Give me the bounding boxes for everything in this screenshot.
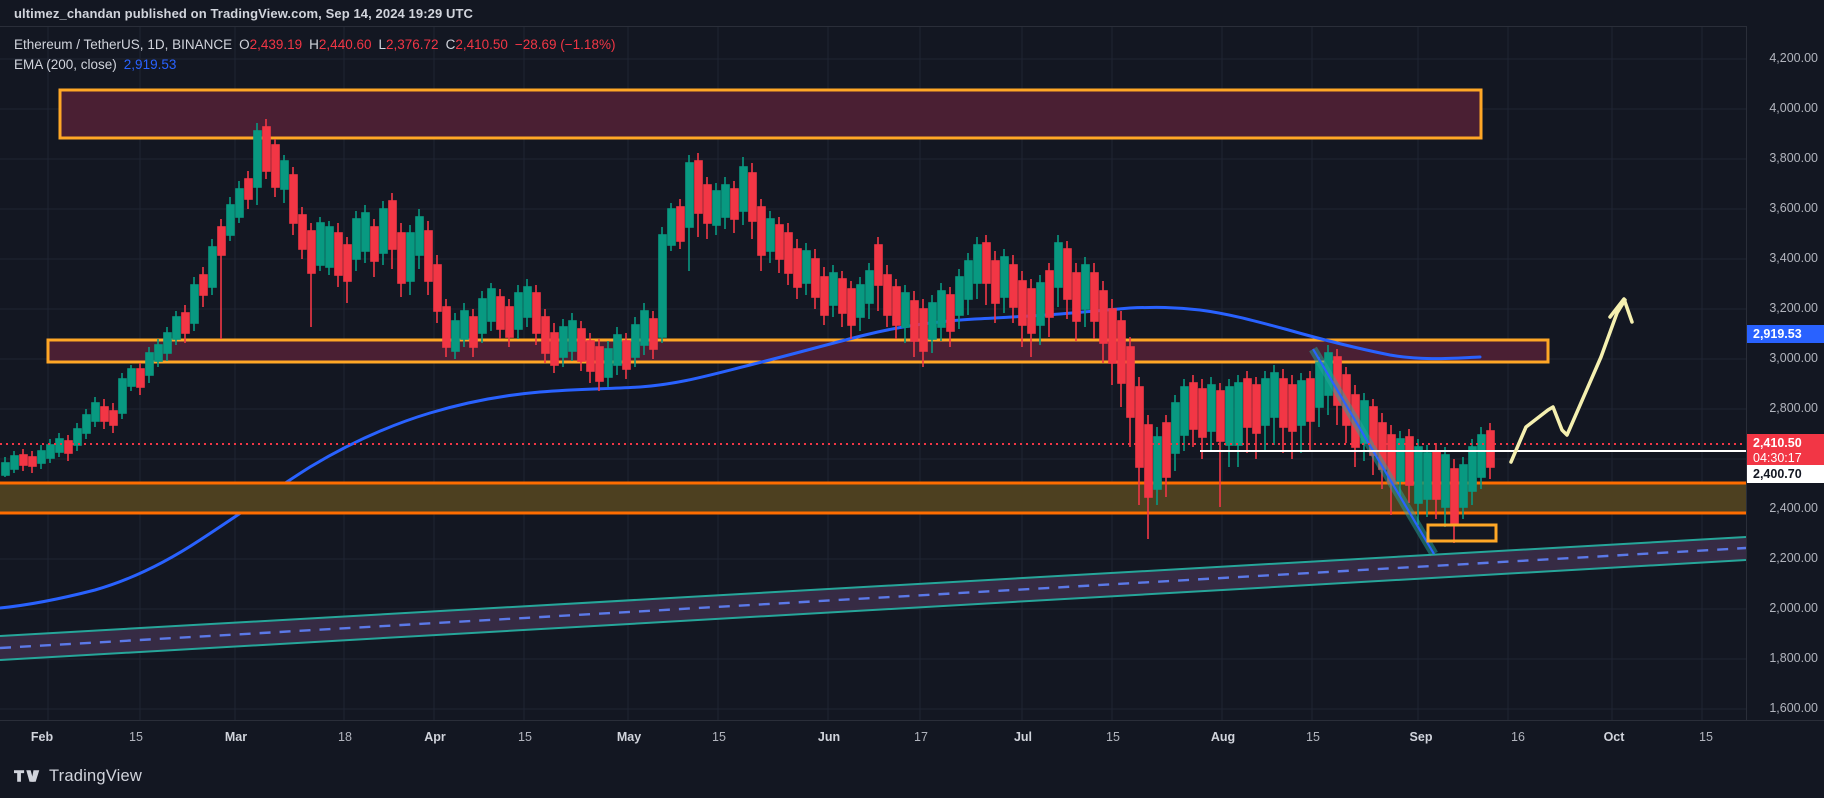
tradingview-logo-icon	[14, 770, 40, 782]
time-tick: Jun	[817, 730, 841, 744]
annotation-bullish-projection[interactable]	[1509, 297, 1634, 464]
price-tick: 3,200.00	[1769, 301, 1818, 315]
chart-plot-area[interactable]: Ethereum / TetherUS, 1D, BINANCE O2,439.…	[0, 27, 1746, 720]
time-tick: 15	[518, 730, 532, 744]
time-tick: 15	[712, 730, 726, 744]
time-tick: 18	[338, 730, 352, 744]
time-tick: 15	[1306, 730, 1320, 744]
price-axis[interactable]: 4,200.00 4,000.00 3,800.00 3,600.00 3,40…	[1746, 26, 1824, 720]
time-tick: Feb	[30, 730, 54, 744]
price-tick: 3,600.00	[1769, 201, 1818, 215]
price-tick: 3,800.00	[1769, 151, 1818, 165]
publish-attribution-bar: ultimez_chandan published on TradingView…	[0, 0, 1824, 26]
chart-pane[interactable]: Ethereum / TetherUS, 1D, BINANCE O2,439.…	[0, 26, 1824, 720]
annotation-rising-channel[interactable]	[0, 536, 1746, 661]
time-tick: 15	[129, 730, 143, 744]
last-price-badge[interactable]: 2,410.50	[1747, 434, 1824, 452]
time-tick: Aug	[1210, 730, 1236, 744]
publish-text: ultimez_chandan published on TradingView…	[14, 5, 474, 21]
price-tick: 1,800.00	[1769, 651, 1818, 665]
time-tick: 16	[1511, 730, 1525, 744]
annotation-accumulation-box[interactable]	[1426, 523, 1498, 543]
price-tick: 4,000.00	[1769, 101, 1818, 115]
bid-price-badge[interactable]: 2,400.70	[1747, 465, 1824, 483]
time-tick: Sep	[1409, 730, 1433, 744]
time-tick: 15	[1699, 730, 1713, 744]
tradingview-wordmark: TradingView	[49, 766, 142, 785]
ema-price-badge[interactable]: 2,919.53	[1747, 325, 1824, 343]
price-tick: 2,000.00	[1769, 601, 1818, 615]
bar-countdown-badge: 04:30:17	[1747, 449, 1824, 467]
candlestick-series[interactable]	[1, 119, 1495, 543]
time-tick: Oct	[1603, 730, 1625, 744]
time-tick: 15	[1106, 730, 1120, 744]
chart-canvas	[0, 27, 1746, 720]
price-tick: 3,400.00	[1769, 251, 1818, 265]
time-tick: May	[616, 730, 642, 744]
time-tick: Mar	[224, 730, 248, 744]
price-tick: 2,400.00	[1769, 501, 1818, 515]
time-axis[interactable]: Feb 15 Mar 18 Apr 15 May 15 Jun 17 Jul 1…	[0, 720, 1824, 754]
time-tick: Jul	[1013, 730, 1033, 744]
price-tick: 3,000.00	[1769, 351, 1818, 365]
annotation-lower-demand-zone[interactable]	[0, 481, 1746, 515]
price-tick: 1,600.00	[1769, 701, 1818, 715]
price-tick: 4,200.00	[1769, 51, 1818, 65]
annotation-upper-supply-zone[interactable]	[58, 88, 1483, 140]
time-tick: 17	[914, 730, 928, 744]
price-tick: 2,800.00	[1769, 401, 1818, 415]
time-tick: Apr	[424, 730, 446, 744]
footer-branding: TradingView	[0, 754, 1824, 798]
price-tick: 2,200.00	[1769, 551, 1818, 565]
